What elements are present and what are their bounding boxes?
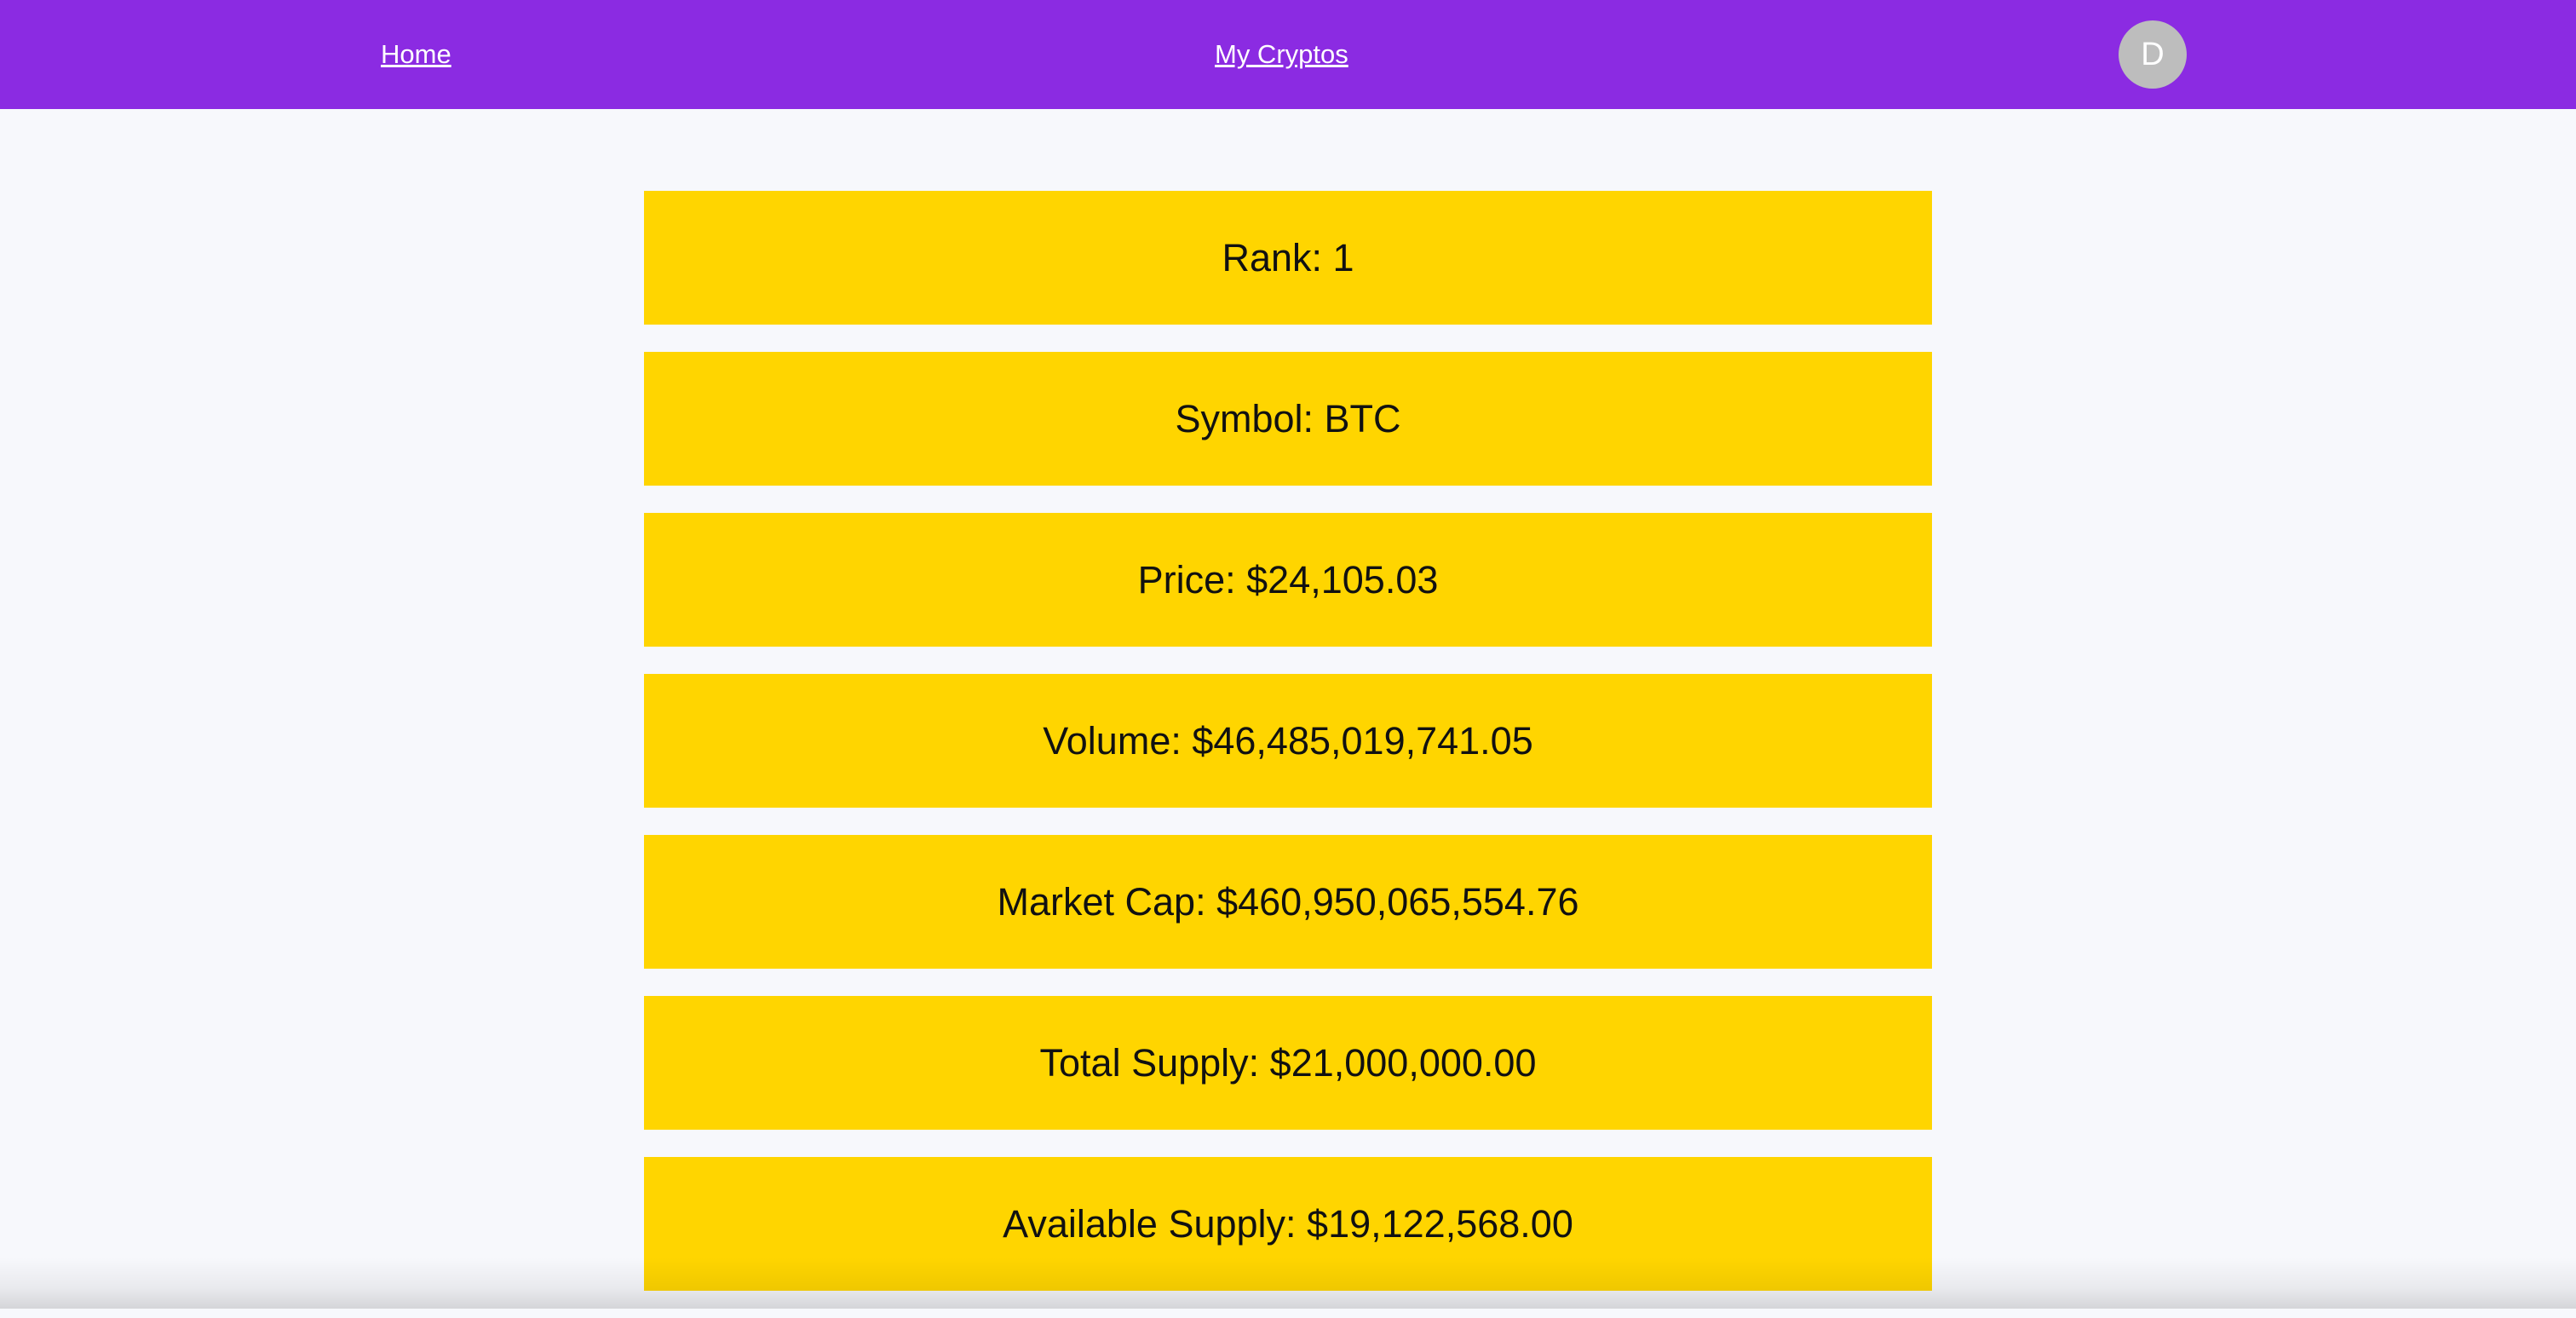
top-navbar: Home My Cryptos D <box>0 0 2576 109</box>
stat-symbol: Symbol: BTC <box>644 352 1932 486</box>
stat-total-supply: Total Supply: $21,000,000.00 <box>644 996 1932 1130</box>
crypto-stats-list: Rank: 1 Symbol: BTC Price: $24,105.03 Vo… <box>644 191 1932 1318</box>
stat-available-supply: Available Supply: $19,122,568.00 <box>644 1157 1932 1291</box>
user-avatar[interactable]: D <box>2119 20 2187 89</box>
stat-volume: Volume: $46,485,019,741.05 <box>644 674 1932 808</box>
nav-link-my-cryptos[interactable]: My Cryptos <box>1215 0 1348 109</box>
stat-market-cap: Market Cap: $460,950,065,554.76 <box>644 835 1932 969</box>
nav-link-home[interactable]: Home <box>381 0 451 109</box>
stat-rank: Rank: 1 <box>644 191 1932 325</box>
stat-price: Price: $24,105.03 <box>644 513 1932 647</box>
